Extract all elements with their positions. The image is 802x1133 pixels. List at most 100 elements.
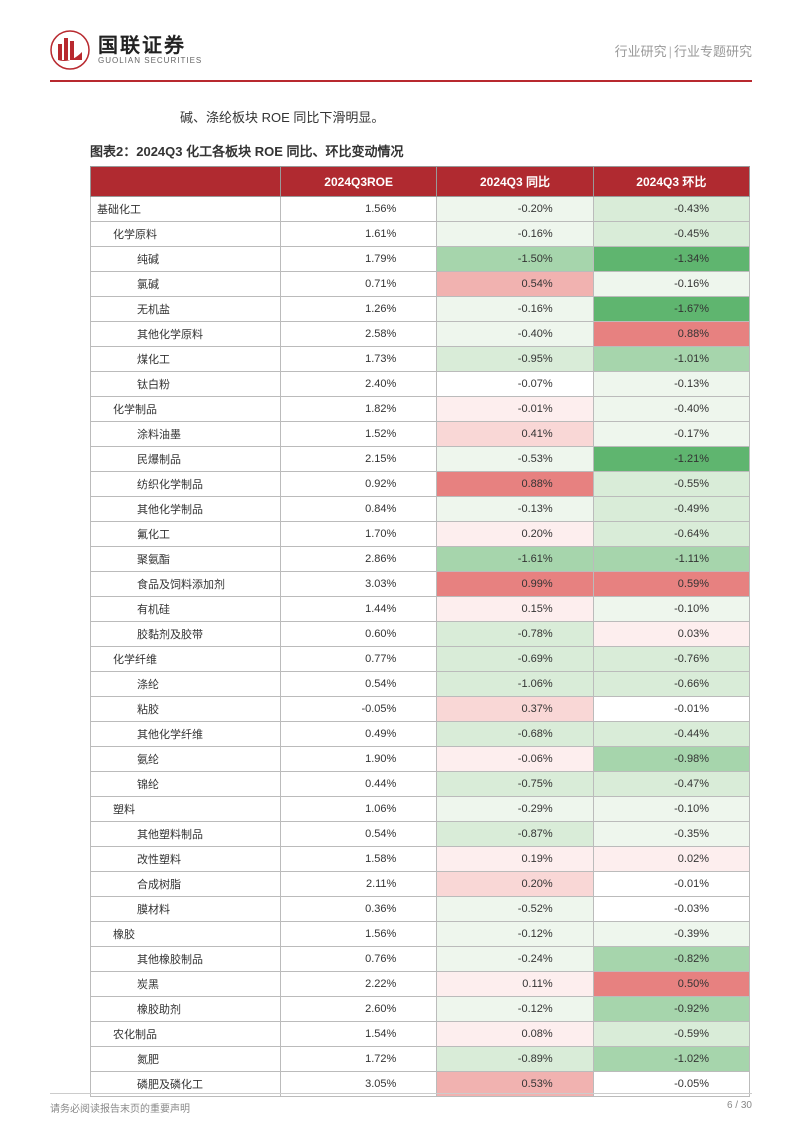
table-row: 基础化工1.56%-0.20%-0.43%: [91, 197, 750, 222]
row-qoq: -0.92%: [593, 997, 749, 1022]
row-qoq: 0.88%: [593, 322, 749, 347]
row-qoq: -0.66%: [593, 672, 749, 697]
header-divider: [50, 80, 752, 82]
table-row: 其他化学纤维0.49%-0.68%-0.44%: [91, 722, 750, 747]
row-yoy: 0.41%: [437, 422, 593, 447]
row-yoy: -1.61%: [437, 547, 593, 572]
table-row: 农化制品1.54%0.08%-0.59%: [91, 1022, 750, 1047]
row-yoy: 0.37%: [437, 697, 593, 722]
row-roe: 1.82%: [281, 397, 437, 422]
table-row: 氟化工1.70%0.20%-0.64%: [91, 522, 750, 547]
row-name: 粘胶: [91, 697, 281, 722]
table-row: 其他化学原料2.58%-0.40%0.88%: [91, 322, 750, 347]
row-roe: 2.15%: [281, 447, 437, 472]
row-name: 氮肥: [91, 1047, 281, 1072]
row-roe: 1.06%: [281, 797, 437, 822]
row-yoy: -0.69%: [437, 647, 593, 672]
row-name: 钛白粉: [91, 372, 281, 397]
row-roe: 0.49%: [281, 722, 437, 747]
row-qoq: -0.64%: [593, 522, 749, 547]
table-row: 其他化学制品0.84%-0.13%-0.49%: [91, 497, 750, 522]
table-body: 基础化工1.56%-0.20%-0.43%化学原料1.61%-0.16%-0.4…: [91, 197, 750, 1097]
row-name: 膜材料: [91, 897, 281, 922]
roe-table: 2024Q3ROE2024Q3 同比2024Q3 环比 基础化工1.56%-0.…: [90, 166, 750, 1097]
row-yoy: 0.11%: [437, 972, 593, 997]
table-row: 胶黏剂及胶带0.60%-0.78%0.03%: [91, 622, 750, 647]
table-row: 涤纶0.54%-1.06%-0.66%: [91, 672, 750, 697]
table-row: 化学制品1.82%-0.01%-0.40%: [91, 397, 750, 422]
table-row: 粘胶-0.05%0.37%-0.01%: [91, 697, 750, 722]
logo-text-en: GUOLIAN SECURITIES: [98, 57, 202, 66]
table-row: 橡胶助剂2.60%-0.12%-0.92%: [91, 997, 750, 1022]
table-header-cell: 2024Q3ROE: [281, 167, 437, 197]
row-yoy: 0.99%: [437, 572, 593, 597]
row-roe: 1.54%: [281, 1022, 437, 1047]
row-name: 纺织化学制品: [91, 472, 281, 497]
row-roe: 1.26%: [281, 297, 437, 322]
row-qoq: 0.59%: [593, 572, 749, 597]
row-name: 涤纶: [91, 672, 281, 697]
row-yoy: -0.40%: [437, 322, 593, 347]
row-roe: 1.44%: [281, 597, 437, 622]
row-roe: 1.73%: [281, 347, 437, 372]
row-qoq: -1.01%: [593, 347, 749, 372]
intro-text: 碱、涤纶板块 ROE 同比下滑明显。: [180, 107, 752, 126]
row-name: 化学制品: [91, 397, 281, 422]
row-yoy: -1.50%: [437, 247, 593, 272]
row-qoq: -0.01%: [593, 697, 749, 722]
row-name: 橡胶助剂: [91, 997, 281, 1022]
row-roe: 0.77%: [281, 647, 437, 672]
row-yoy: -0.75%: [437, 772, 593, 797]
page-footer: 请务必阅读报告末页的重要声明 6 / 30: [50, 1093, 752, 1115]
row-roe: 1.56%: [281, 922, 437, 947]
table-row: 食品及饲料添加剂3.03%0.99%0.59%: [91, 572, 750, 597]
row-qoq: -0.45%: [593, 222, 749, 247]
row-yoy: -0.89%: [437, 1047, 593, 1072]
row-qoq: -0.03%: [593, 897, 749, 922]
row-qoq: -1.02%: [593, 1047, 749, 1072]
row-yoy: -0.24%: [437, 947, 593, 972]
row-roe: 1.90%: [281, 747, 437, 772]
row-name: 农化制品: [91, 1022, 281, 1047]
row-qoq: -0.55%: [593, 472, 749, 497]
row-yoy: -0.87%: [437, 822, 593, 847]
row-yoy: -1.06%: [437, 672, 593, 697]
logo: 国联证券 GUOLIAN SECURITIES: [50, 30, 202, 70]
row-roe: 0.84%: [281, 497, 437, 522]
row-qoq: -0.40%: [593, 397, 749, 422]
row-qoq: -0.49%: [593, 497, 749, 522]
row-roe: 1.72%: [281, 1047, 437, 1072]
row-roe: 2.60%: [281, 997, 437, 1022]
row-qoq: -0.44%: [593, 722, 749, 747]
row-yoy: -0.29%: [437, 797, 593, 822]
table-row: 炭黑2.22%0.11%0.50%: [91, 972, 750, 997]
row-qoq: -0.82%: [593, 947, 749, 972]
row-name: 化学纤维: [91, 647, 281, 672]
row-name: 其他化学原料: [91, 322, 281, 347]
logo-text-cn: 国联证券: [98, 35, 202, 57]
row-roe: 1.61%: [281, 222, 437, 247]
row-qoq: -0.98%: [593, 747, 749, 772]
row-yoy: 0.54%: [437, 272, 593, 297]
row-yoy: -0.78%: [437, 622, 593, 647]
table-row: 民爆制品2.15%-0.53%-1.21%: [91, 447, 750, 472]
row-yoy: 0.20%: [437, 872, 593, 897]
footer-divider: [50, 1093, 752, 1094]
row-name: 化学原料: [91, 222, 281, 247]
table-row: 橡胶1.56%-0.12%-0.39%: [91, 922, 750, 947]
row-name: 炭黑: [91, 972, 281, 997]
table-row: 涂料油墨1.52%0.41%-0.17%: [91, 422, 750, 447]
row-qoq: -0.17%: [593, 422, 749, 447]
row-yoy: 0.20%: [437, 522, 593, 547]
row-roe: 3.03%: [281, 572, 437, 597]
row-qoq: -0.43%: [593, 197, 749, 222]
page-header: 国联证券 GUOLIAN SECURITIES 行业研究|行业专题研究: [50, 30, 752, 80]
row-yoy: -0.16%: [437, 297, 593, 322]
row-qoq: -0.76%: [593, 647, 749, 672]
table-header-cell: 2024Q3 同比: [437, 167, 593, 197]
row-roe: 2.40%: [281, 372, 437, 397]
row-name: 其他橡胶制品: [91, 947, 281, 972]
table-row: 煤化工1.73%-0.95%-1.01%: [91, 347, 750, 372]
row-name: 基础化工: [91, 197, 281, 222]
row-qoq: -0.01%: [593, 872, 749, 897]
